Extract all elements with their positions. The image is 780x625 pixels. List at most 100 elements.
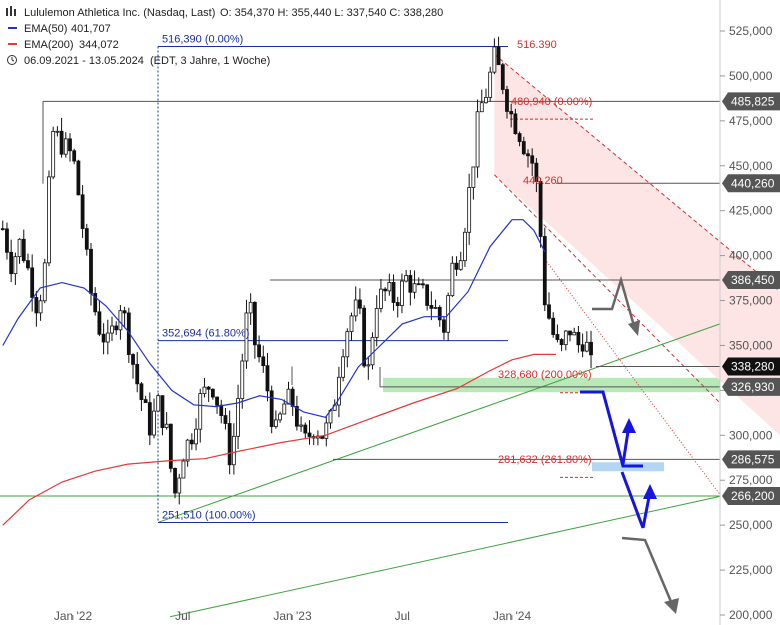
- candle-body: [164, 423, 169, 428]
- price-tag-label: 485,825: [731, 94, 775, 108]
- candle-body: [26, 260, 30, 269]
- candle-body: [30, 267, 35, 298]
- candle-body: [5, 228, 9, 253]
- fib-red-label: 281,632 (261.80%): [498, 454, 592, 466]
- candle-body: [156, 395, 161, 412]
- fib-red-label: 480,940 (0.00%): [511, 96, 592, 108]
- candle-body: [240, 360, 245, 400]
- uptrend-line: [157, 323, 721, 523]
- candle-body: [227, 423, 232, 466]
- candle-body: [248, 301, 253, 314]
- candle-body: [0, 228, 5, 231]
- candle-body: [404, 275, 409, 282]
- candle-body: [345, 331, 350, 358]
- candle-body: [105, 332, 110, 343]
- price-tag-label: 266,200: [731, 489, 775, 503]
- candle-body: [177, 477, 182, 494]
- price-tag-label: 386,450: [731, 273, 775, 287]
- ema200-label: EMA(200): [24, 39, 74, 51]
- ohlc-values: O: 354,370 H: 355,440 L: 337,540 C: 338,…: [220, 7, 443, 19]
- candle-body: [324, 422, 329, 439]
- candle-body: [202, 386, 207, 395]
- grey-lower-arrow: [621, 536, 674, 605]
- candle-body: [568, 330, 572, 336]
- candle-body: [252, 301, 257, 346]
- fib-blue-label: 352,694 (61.80%): [162, 328, 249, 340]
- candle-body: [551, 317, 556, 335]
- candle-body: [559, 339, 564, 346]
- candle-body: [236, 398, 240, 437]
- price-tag: [722, 487, 780, 506]
- candle-body: [152, 410, 156, 436]
- candle-body: [299, 424, 303, 427]
- channel-dotted-line: [544, 258, 721, 495]
- candle-body: [337, 376, 341, 406]
- candle-body: [63, 138, 68, 155]
- candle-body: [273, 419, 278, 427]
- candle-body: [223, 415, 228, 424]
- y-tick-label: 350,000: [729, 338, 773, 352]
- channel-upper-line: [494, 53, 780, 292]
- y-tick-label: 525,000: [729, 24, 773, 38]
- candle-body: [55, 130, 60, 133]
- candle-body: [114, 325, 119, 331]
- x-tick-label: Jan '22: [54, 609, 93, 623]
- candle-body: [278, 413, 282, 421]
- candle-body: [421, 283, 425, 286]
- price-tag-label: 440,260: [731, 176, 775, 190]
- candle-body: [526, 153, 530, 157]
- candle-body: [467, 187, 472, 233]
- candle-body: [353, 299, 358, 317]
- candle-body: [219, 404, 224, 416]
- candle-body: [244, 312, 249, 362]
- candle-body: [139, 383, 144, 400]
- candle-body: [97, 311, 102, 335]
- candle-body: [513, 113, 518, 135]
- chart-header: Lululemon Athletica Inc. (Nasdaq, Last) …: [6, 6, 443, 67]
- candle-body: [215, 396, 219, 406]
- clock-icon: [7, 55, 17, 65]
- candle-body: [492, 46, 497, 73]
- candle-body: [429, 305, 434, 309]
- candle-body: [110, 325, 114, 334]
- price-tag: [722, 377, 780, 396]
- candle-body: [534, 162, 539, 182]
- candle-body: [76, 160, 81, 196]
- candle-body: [374, 308, 379, 338]
- candle-body: [341, 356, 346, 378]
- candle-body: [72, 150, 77, 162]
- candle-body: [454, 262, 459, 270]
- candle-body: [101, 333, 106, 343]
- y-tick-label: 400,000: [729, 249, 773, 263]
- candle-body: [261, 356, 266, 367]
- ema50-value: 401,707: [71, 23, 111, 35]
- candle-body: [358, 299, 362, 309]
- candle-body: [538, 181, 543, 237]
- blue-second-arrowhead: [643, 484, 657, 499]
- y-tick-label: 225,000: [729, 563, 773, 577]
- candle-body: [349, 315, 354, 333]
- candle-body: [521, 141, 526, 155]
- candle-body: [400, 280, 404, 306]
- candle-body: [471, 166, 476, 188]
- descending-channel-fill: [494, 54, 780, 436]
- candle-body: [143, 399, 148, 403]
- candle-body: [68, 138, 72, 152]
- candle-body: [475, 111, 480, 168]
- fib-blue-label: 516,390 (0.00%): [162, 33, 243, 45]
- candle-body: [517, 133, 522, 142]
- candle-body: [118, 310, 123, 331]
- range-note: (EDT, 3 Jahre, 1 Woche): [150, 55, 270, 67]
- candle-body: [286, 388, 291, 405]
- candle-body: [147, 402, 152, 436]
- candle-body: [484, 96, 488, 104]
- labels-layer: 516,390 (0.00%) 352,694 (61.80%) 251,510 (…: [162, 33, 780, 521]
- candle-body: [269, 390, 274, 427]
- candle-body: [80, 194, 85, 229]
- candle-body: [412, 283, 417, 293]
- candle-body: [47, 176, 51, 264]
- candle-body: [580, 344, 585, 352]
- candle-body: [181, 460, 186, 479]
- candle-body: [303, 424, 308, 434]
